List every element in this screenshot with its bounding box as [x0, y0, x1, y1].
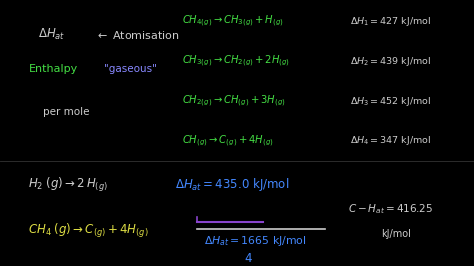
Text: $CH_{4(g)} \rightarrow CH_{3(g)} + H_{(g)}$: $CH_{4(g)} \rightarrow CH_{3(g)} + H_{(g… — [182, 14, 284, 29]
Text: $\Delta H_3 = 452$ kJ/mol: $\Delta H_3 = 452$ kJ/mol — [350, 95, 431, 107]
Text: $H_2\;(g) \rightarrow 2\,H_{(g)}$: $H_2\;(g) \rightarrow 2\,H_{(g)}$ — [28, 176, 108, 194]
Text: $\Delta H_4 = 347$ kJ/mol: $\Delta H_4 = 347$ kJ/mol — [350, 135, 431, 147]
Text: per mole: per mole — [43, 107, 89, 117]
Text: $CH_{(g)} \rightarrow C_{(g)} + 4H_{(g)}$: $CH_{(g)} \rightarrow C_{(g)} + 4H_{(g)}… — [182, 133, 274, 149]
Text: $\leftarrow$ Atomisation: $\leftarrow$ Atomisation — [95, 28, 180, 41]
Text: $\Delta H_{at} = 435.0$ kJ/mol: $\Delta H_{at} = 435.0$ kJ/mol — [175, 176, 290, 193]
Text: $C-H_{at} = 416.25$: $C-H_{at} = 416.25$ — [348, 202, 433, 216]
Text: $CH_{2(g)} \rightarrow CH_{(g)} + 3H_{(g)}$: $CH_{2(g)} \rightarrow CH_{(g)} + 3H_{(g… — [182, 93, 286, 109]
Text: $\Delta H_1 = 427$ kJ/mol: $\Delta H_1 = 427$ kJ/mol — [350, 15, 431, 28]
Text: $\Delta H_{at}$: $\Delta H_{at}$ — [38, 27, 65, 42]
Text: $\Delta H_{at} = 1665$ kJ/mol: $\Delta H_{at} = 1665$ kJ/mol — [204, 234, 306, 248]
Text: kJ/mol: kJ/mol — [382, 229, 411, 239]
Text: $\Delta H_2 = 439$ kJ/mol: $\Delta H_2 = 439$ kJ/mol — [350, 55, 431, 68]
Text: "gaseous": "gaseous" — [104, 64, 157, 74]
Text: Enthalpy: Enthalpy — [28, 64, 78, 74]
Text: $CH_4\;(g) \rightarrow C_{(g)} + 4H_{(g)}$: $CH_4\;(g) \rightarrow C_{(g)} + 4H_{(g)… — [28, 222, 149, 240]
Text: 4: 4 — [244, 252, 252, 264]
Text: $CH_{3(g)} \rightarrow CH_{2(g)} + 2H_{(g)}$: $CH_{3(g)} \rightarrow CH_{2(g)} + 2H_{(… — [182, 53, 291, 69]
